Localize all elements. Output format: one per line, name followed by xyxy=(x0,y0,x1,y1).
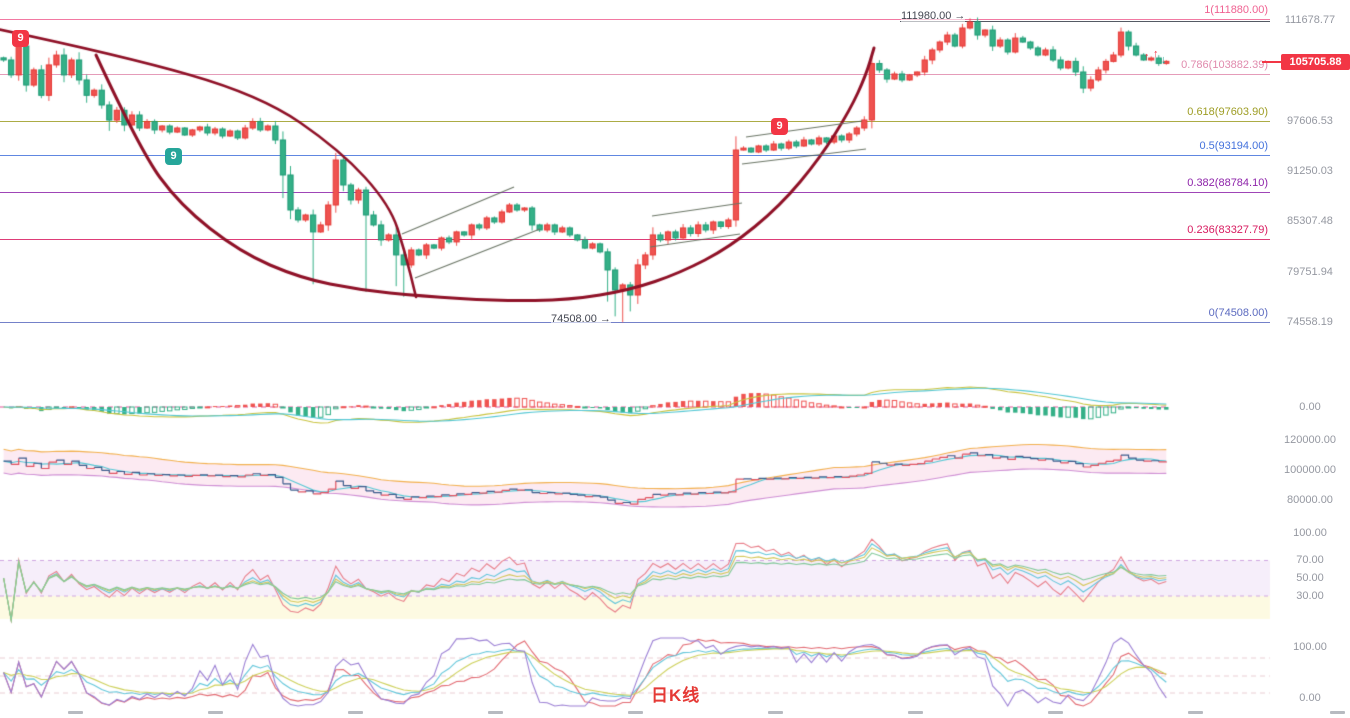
high-price-annotation: 111980.00 → xyxy=(901,10,966,22)
fib-label-1: 1(111880.00) xyxy=(1202,4,1270,17)
count-9-badge[interactable]: 9 xyxy=(165,148,182,165)
low-price-annotation: 74508.00 → xyxy=(551,313,611,325)
price-axis-label: 97606.53 xyxy=(1287,114,1333,127)
last-price-dash xyxy=(1262,61,1281,63)
count-9-badge[interactable]: 9 xyxy=(12,30,29,47)
fib-label-0.618: 0.618(97603.90) xyxy=(1185,105,1270,119)
fib-label-0.786: 0.786(103882.39) xyxy=(1179,59,1270,73)
indicator-axis-label: 100.00 xyxy=(1293,641,1327,653)
buy-arrow-icon: ↑ xyxy=(1153,48,1159,60)
count-9-badge[interactable]: 9 xyxy=(771,118,788,135)
price-axis-label: 79751.94 xyxy=(1287,265,1333,278)
indicator-axis-label: 80000.00 xyxy=(1287,494,1333,506)
indicator-axis-label: 30.00 xyxy=(1296,590,1324,602)
price-axis-label: 111678.77 xyxy=(1284,14,1336,27)
last-price-badge[interactable]: 105705.88 xyxy=(1281,54,1350,70)
fib-label-0: 0(74508.00) xyxy=(1206,307,1270,321)
indicator-axis-label: 120000.00 xyxy=(1284,434,1336,446)
indicator-axis-label: 50.00 xyxy=(1296,572,1324,584)
price-axis-label: 74558.19 xyxy=(1287,315,1333,328)
indicator-axis-label: 70.00 xyxy=(1296,554,1324,566)
indicator-axis-label: 0.00 xyxy=(1299,401,1321,413)
timeframe-label[interactable]: 日K线 xyxy=(651,686,701,705)
fib-label-0.382: 0.382(88784.10) xyxy=(1185,176,1270,190)
fib-label-0.5: 0.5(93194.00) xyxy=(1197,140,1270,154)
sell-arrow-icon: ↓ xyxy=(1161,54,1167,66)
price-axis-label: 91250.03 xyxy=(1287,165,1333,178)
indicator-axis-label: 100.00 xyxy=(1293,527,1327,539)
price-axis-label: 85307.48 xyxy=(1287,215,1333,228)
indicator-axis-label: 0.00 xyxy=(1299,692,1321,704)
fib-label-0.236: 0.236(83327.79) xyxy=(1185,223,1270,237)
buy-arrow-icon: ↑ xyxy=(1144,51,1150,63)
indicator-axis-label: 100000.00 xyxy=(1284,464,1336,476)
